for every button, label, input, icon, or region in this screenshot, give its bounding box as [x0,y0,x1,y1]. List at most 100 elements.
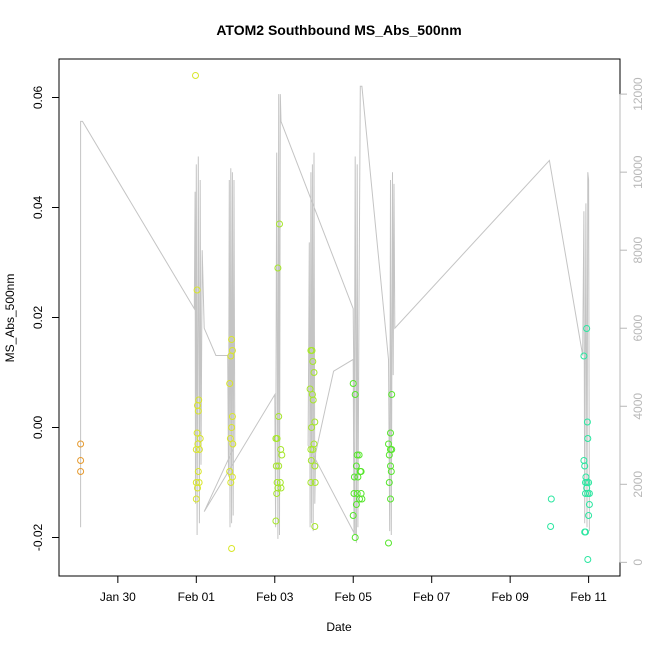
data-point [387,429,394,437]
plot-area [58,58,621,577]
data-point [77,468,85,475]
data-point [229,440,237,448]
data-point [193,429,201,437]
x-tick-label: Feb 01 [178,590,216,604]
data-point [358,495,366,503]
x-tick-label: Feb 05 [335,590,373,604]
data-point [582,528,589,536]
data-point [581,462,589,470]
y2-tick-label: 12000 [631,77,645,111]
data-point [357,468,365,475]
points-layer [77,72,593,563]
data-point [355,451,363,459]
data-point [228,424,236,431]
data-point [272,462,280,470]
data-point [274,484,282,492]
data-point [350,473,358,481]
data-point [195,396,203,404]
data-point [277,484,285,492]
series-2 [272,220,319,530]
data-point [385,539,392,547]
data-point [349,512,357,519]
data-point [194,407,202,415]
data-point [77,457,85,464]
data-point [385,479,393,486]
y2-tick-label: 8000 [631,237,645,264]
data-point [547,523,555,530]
data-point [195,479,203,486]
data-point [583,418,591,426]
data-point [311,462,319,470]
y-tick-label: 0.00 [31,415,45,439]
series-4 [547,325,593,563]
data-point [353,451,361,459]
x-tick-label: Jan 30 [100,590,136,604]
data-point [228,545,236,552]
series-0 [77,440,85,475]
series-1 [192,72,237,552]
data-point [350,490,358,497]
chart-title: ATOM2 Southbound MS_Abs_500nm [216,22,461,38]
data-point [276,220,283,228]
data-point [387,468,395,475]
y2-tick-label: 2000 [631,471,645,498]
data-point [307,457,315,464]
data-point [387,495,394,503]
data-point [226,468,234,475]
data-point [273,490,281,497]
data-point [228,336,236,343]
y-tick-label: -0.02 [31,524,45,552]
data-point [195,446,203,453]
y-axis-label: MS_Abs_500nm [3,274,17,363]
x-tick-label: Feb 03 [256,590,294,604]
altitude-line [80,85,590,543]
data-point [311,479,319,486]
data-point [275,413,283,420]
data-point [584,435,592,442]
y-tick-label: 0.06 [31,85,45,109]
x-axis: Jan 30 Feb 01 Feb 03 Feb 05 Feb 07 Feb 09 Feb … [100,575,607,604]
data-point [193,286,201,294]
data-point [580,352,588,360]
data-point [311,418,319,426]
x-tick-label: Feb 09 [491,590,529,604]
x-tick-label: Feb 11 [570,590,607,604]
altitude-line-layer [80,85,590,543]
y2-tick-label: 10000 [631,155,645,189]
y-axis: -0.02 0.00 0.02 0.04 0.06 [31,85,60,552]
data-point [309,446,317,453]
data-point [277,446,285,453]
data-point [77,440,85,448]
data-point [272,517,280,525]
data-point [583,325,591,332]
y-tick-label: 0.02 [31,305,45,329]
y2-tick-label: 0 [631,559,645,566]
data-point [354,473,362,481]
data-point [351,391,359,398]
data-point [309,396,317,404]
data-point [585,512,593,519]
data-point [278,451,286,459]
data-point [309,358,317,365]
data-point [192,495,200,503]
y2-tick-label: 6000 [631,315,645,342]
data-point [385,451,393,459]
data-point [226,380,234,387]
data-point [194,468,202,475]
data-point [584,556,592,563]
data-point [308,347,316,354]
data-point [228,413,236,420]
data-point [352,462,360,470]
data-point [585,501,593,508]
data-point [582,490,589,497]
data-point [273,435,281,442]
y-tick-label: 0.04 [31,195,45,219]
data-point [547,495,555,503]
secondary-y-axis: 0 2000 4000 6000 8000 10000 12000 [619,77,645,566]
data-point [307,479,315,486]
data-point [349,380,357,387]
data-point [192,72,199,79]
series-3 [349,380,396,547]
x-axis-label: Date [326,620,352,634]
